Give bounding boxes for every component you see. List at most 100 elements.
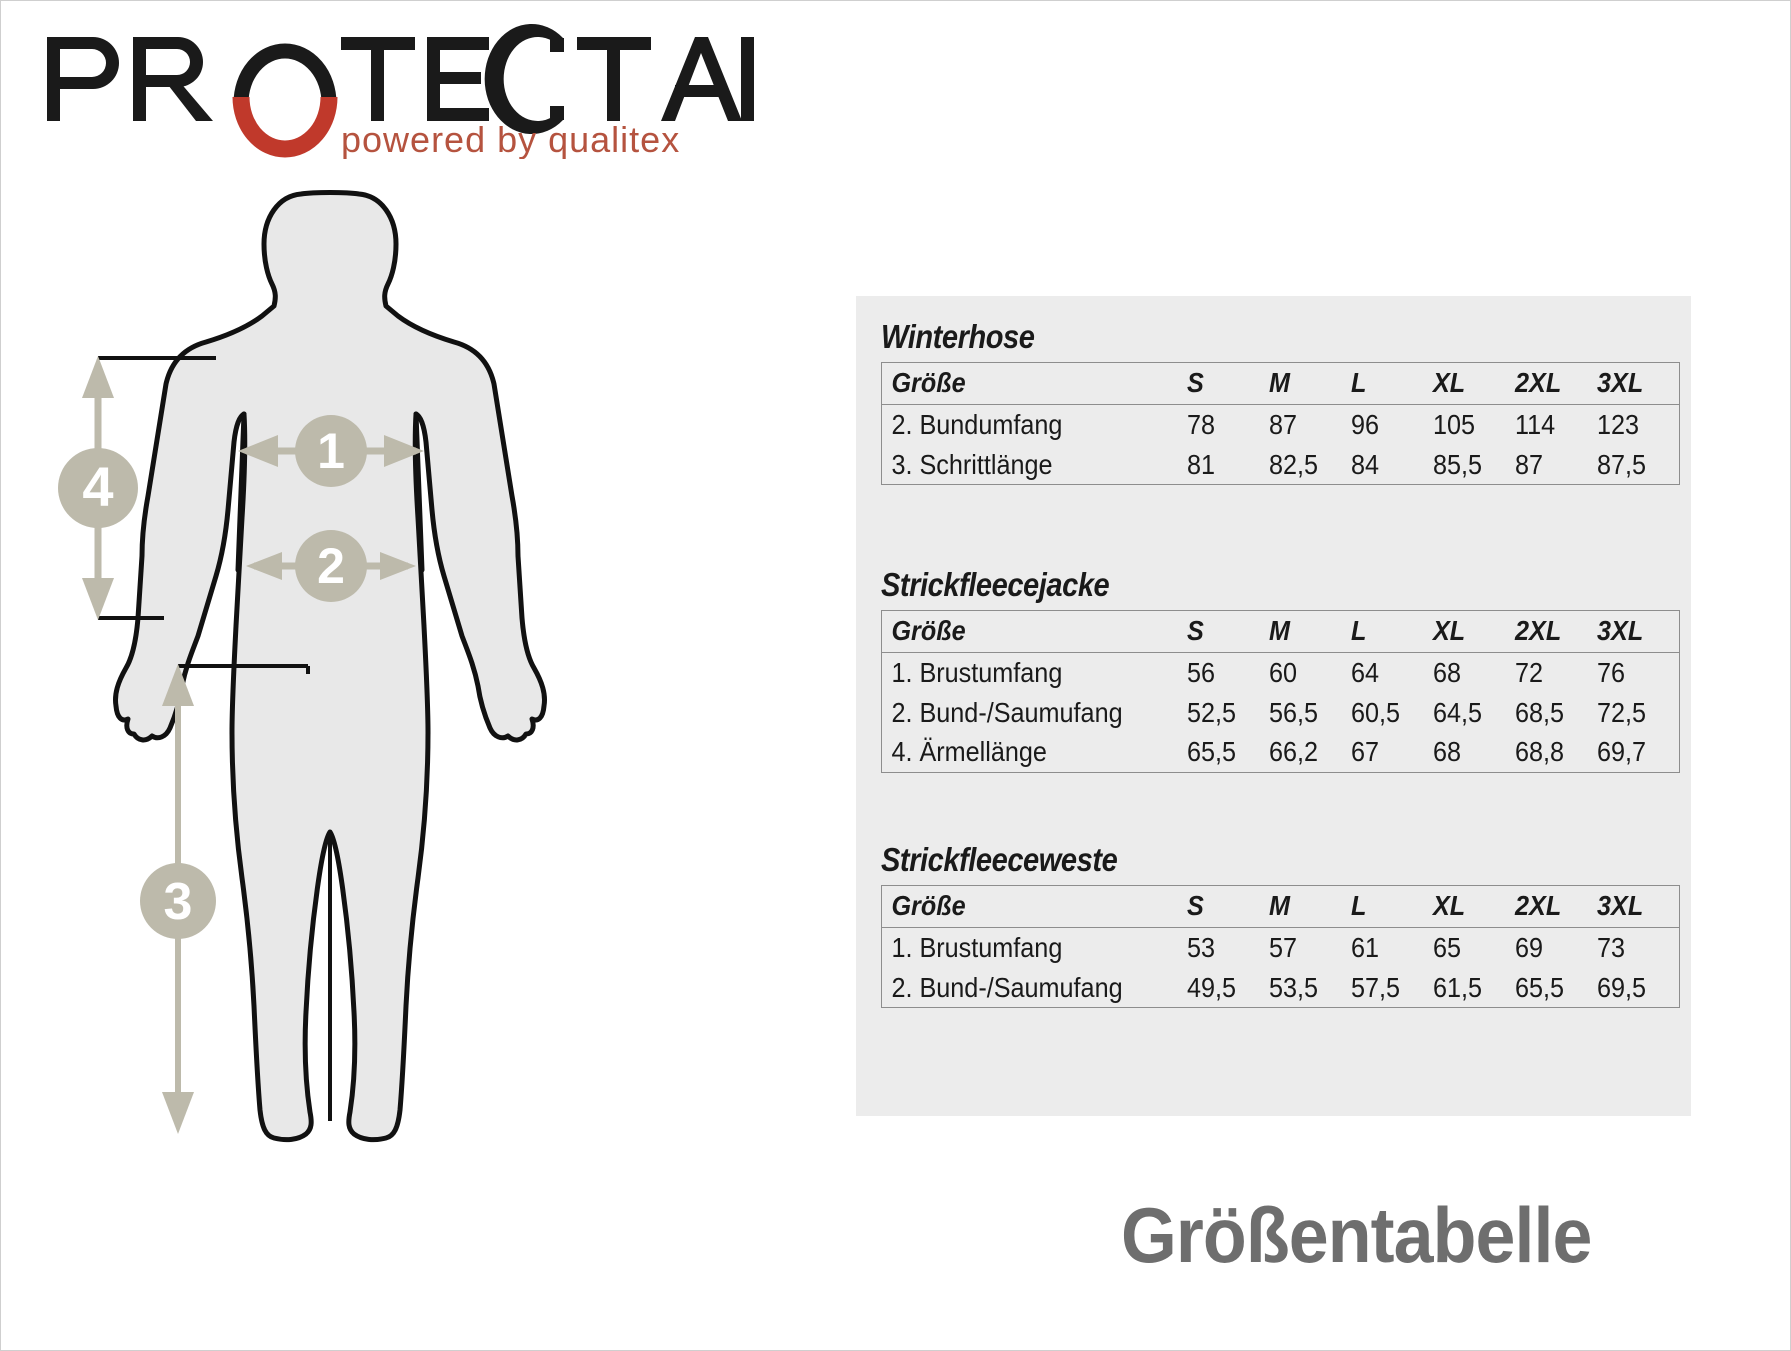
cell-s: 53 [1187,931,1216,963]
cell-m: 56,5 [1269,696,1319,728]
table-title-strickfleeceweste: Strickfleeceweste [881,841,1118,878]
cell-2xl: 87 [1515,448,1544,480]
cell-xl: 85,5 [1433,448,1483,480]
row-label: 1. Brustumfang [890,656,1062,688]
cell-xl: 64,5 [1433,696,1483,728]
cell-2xl: 114 [1515,408,1556,440]
cell-l: 57,5 [1351,971,1401,1003]
table-header-row: Größe S M L XL 2XL 3XL [881,610,1680,653]
table-header-row: Größe S M L XL 2XL 3XL [881,885,1680,928]
body-figure-diagram: 4 1 2 [56,166,616,1176]
size-tables-panel: Winterhose Größe S M L XL 2XL 3XL 2. Bun… [856,296,1691,1116]
col-header-m: M [1269,610,1343,653]
table-row: 2. Bundumfang 78 87 96 105 114 123 [882,404,1680,444]
cell-l: 60,5 [1351,696,1401,728]
row-label: 2. Bund-/Saumufang [890,971,1123,1003]
cell-2xl: 72 [1515,656,1544,688]
col-header-m: M [1269,885,1343,928]
cell-l: 84 [1351,448,1380,480]
col-header-groesse: Größe [881,885,1157,928]
col-header-3xl: 3XL [1597,362,1672,405]
cell-m: 66,2 [1269,736,1319,768]
row-label: 2. Bund-/Saumufang [890,696,1123,728]
col-header-groesse: Größe [881,610,1157,653]
table-block-winterhose: Winterhose Größe S M L XL 2XL 3XL 2. Bun… [881,318,1680,486]
measure-marker-2: 2 [246,530,416,602]
table-block-strickfleecejacke: Strickfleecejacke Größe S M L XL 2XL 3XL… [881,566,1680,774]
size-table-strickfleecejacke: Größe S M L XL 2XL 3XL 1. Brustumfang 56… [881,610,1680,774]
brand-logo: powered by qualitex [41,19,761,159]
cell-m: 53,5 [1269,971,1319,1003]
size-table-strickfleeceweste: Größe S M L XL 2XL 3XL 1. Brustumfang 53… [881,885,1680,1009]
cell-2xl: 68,8 [1515,736,1565,768]
cell-s: 81 [1187,448,1216,480]
table-row: 1. Brustumfang 56 60 64 68 72 76 [882,652,1680,692]
col-header-xl: XL [1433,362,1507,405]
row-label: 4. Ärmellänge [890,736,1047,768]
cell-s: 49,5 [1187,971,1237,1003]
marker-1-label: 1 [317,423,345,479]
table-row: 2. Bund-/Saumufang 49,5 53,5 57,5 61,5 6… [882,968,1680,1008]
cell-3xl: 69,7 [1597,736,1647,768]
col-header-m: M [1269,362,1343,405]
col-header-l: L [1351,885,1425,928]
cell-xl: 65 [1433,931,1462,963]
col-header-s: S [1187,885,1261,928]
cell-l: 67 [1351,736,1380,768]
col-header-2xl: 2XL [1515,610,1589,653]
row-label: 2. Bundumfang [890,408,1062,440]
size-table-winterhose: Größe S M L XL 2XL 3XL 2. Bundumfang 78 … [881,362,1680,486]
cell-s: 56 [1187,656,1216,688]
marker-2-label: 2 [317,538,345,594]
cell-m: 60 [1269,656,1298,688]
cell-3xl: 123 [1597,408,1640,440]
row-label: 3. Schrittlänge [890,448,1053,480]
table-row: 1. Brustumfang 53 57 61 65 69 73 [882,927,1680,967]
cell-3xl: 87,5 [1597,448,1647,480]
page-title: Größentabelle [1121,1191,1592,1279]
body-silhouette [113,190,547,1143]
brand-tagline: powered by qualitex [341,119,680,159]
cell-xl: 105 [1433,408,1476,440]
cell-m: 57 [1269,931,1298,963]
col-header-groesse: Größe [881,362,1157,405]
marker-1-circle [295,415,367,487]
cell-3xl: 69,5 [1597,971,1647,1003]
cell-l: 96 [1351,408,1380,440]
cell-xl: 68 [1433,736,1462,768]
cell-xl: 61,5 [1433,971,1483,1003]
cell-2xl: 68,5 [1515,696,1565,728]
cell-m: 82,5 [1269,448,1319,480]
cell-l: 61 [1351,931,1380,963]
cell-l: 64 [1351,656,1380,688]
col-header-2xl: 2XL [1515,362,1589,405]
cell-m: 87 [1269,408,1298,440]
cell-2xl: 69 [1515,931,1544,963]
row-label: 1. Brustumfang [890,931,1062,963]
measure-marker-4: 4 [58,356,216,620]
cell-s: 65,5 [1187,736,1237,768]
cell-3xl: 76 [1597,656,1626,688]
col-header-3xl: 3XL [1597,610,1672,653]
col-header-l: L [1351,362,1425,405]
cell-2xl: 65,5 [1515,971,1565,1003]
table-row: 3. Schrittlänge 81 82,5 84 85,5 87 87,5 [882,445,1680,485]
table-header-row: Größe S M L XL 2XL 3XL [881,362,1680,405]
table-row: 4. Ärmellänge 65,5 66,2 67 68 68,8 69,7 [882,732,1680,772]
col-header-3xl: 3XL [1597,885,1672,928]
cell-xl: 68 [1433,656,1462,688]
cell-3xl: 73 [1597,931,1626,963]
marker-4-label: 4 [82,455,113,518]
col-header-s: S [1187,362,1261,405]
marker-3-circle [140,863,216,939]
marker-4-circle [58,448,138,528]
marker-2-circle [295,530,367,602]
col-header-xl: XL [1433,610,1507,653]
cell-s: 52,5 [1187,696,1237,728]
col-header-s: S [1187,610,1261,653]
cell-3xl: 72,5 [1597,696,1647,728]
measure-marker-3: 3 [140,664,310,1134]
marker-3-label: 3 [164,873,193,931]
table-block-strickfleeceweste: Strickfleeceweste Größe S M L XL 2XL 3XL… [881,841,1680,1009]
